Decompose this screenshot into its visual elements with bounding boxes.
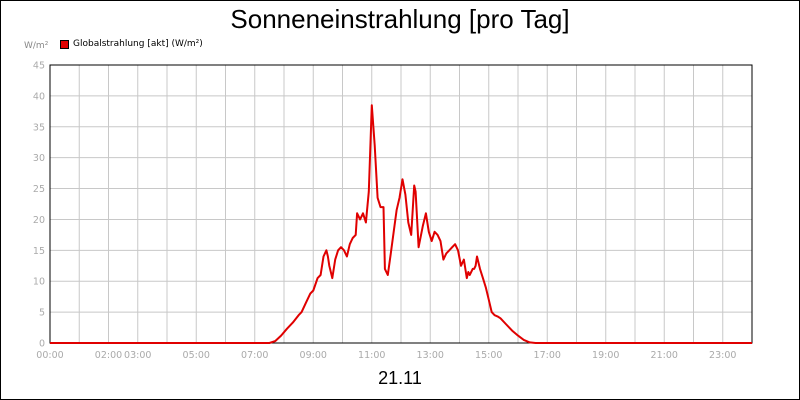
y-tick-label: 45 [33,61,45,72]
chart-title: Sonneneinstrahlung [pro Tag] [230,4,570,34]
series-line [50,104,752,344]
plot-border [49,64,753,344]
y-tick-label: 25 [33,184,45,195]
y-tick-label: 5 [39,308,45,319]
y-tick-label: 10 [33,277,45,288]
x-tick-label: 00:00 [36,350,63,361]
x-tick-label: 03:00 [124,350,151,361]
x-tick-label: 11:00 [358,350,385,361]
x-tick-label: 07:00 [241,350,268,361]
y-tick-label: 35 [33,122,45,133]
legend-label: Globalstrahlung [akt] (W/m²) [73,39,203,49]
y-tick-label: 30 [33,153,45,164]
y-tick-label: 20 [33,215,45,226]
y-unit-label: W/m² [24,41,49,51]
x-tick-label: 02:00 [95,350,122,361]
x-tick-label: 23:00 [709,350,736,361]
x-tick-label: 05:00 [183,350,210,361]
x-tick-label: 17:00 [534,350,561,361]
date-label: 21.11 [378,368,422,388]
x-tick-label: 13:00 [417,350,444,361]
x-tick-label: 15:00 [475,350,502,361]
legend-swatch [60,39,69,49]
y-tick-label: 40 [33,91,45,102]
y-tick-label: 15 [33,246,45,257]
x-tick-label: 19:00 [592,350,619,361]
legend: Globalstrahlung [akt] (W/m²) [60,39,203,49]
x-tick-label: 21:00 [651,350,678,361]
x-tick-label: 09:00 [300,350,327,361]
y-tick-label: 0 [39,339,45,350]
